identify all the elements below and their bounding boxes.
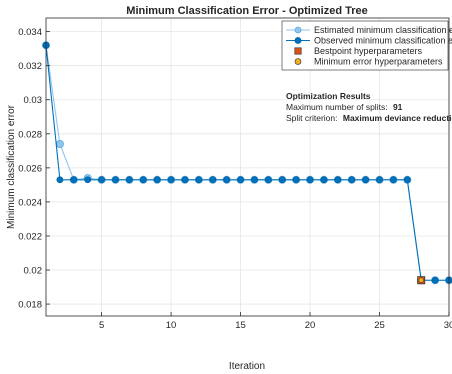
legend-bestpoint-label: Bestpoint hyperparameters bbox=[314, 46, 423, 56]
legend-estimated-swatch-marker bbox=[294, 26, 302, 34]
observed-error-point bbox=[376, 176, 383, 184]
legend-min-error-label: Minimum error hyperparameters bbox=[314, 57, 443, 67]
observed-error-point bbox=[139, 176, 147, 184]
observed-error-point bbox=[56, 176, 64, 184]
observed-error-point bbox=[431, 276, 439, 284]
legend-bestpoint-swatch bbox=[294, 47, 302, 55]
y-tick-label: 0.034 bbox=[18, 27, 42, 38]
y-tick-label: 0.018 bbox=[18, 300, 42, 311]
observed-error-point bbox=[237, 176, 244, 184]
x-tick-label: 20 bbox=[305, 320, 316, 331]
observed-error-point bbox=[84, 176, 92, 184]
legend-observed-label: Observed minimum classification error bbox=[314, 36, 452, 46]
annotation-splits-value: 91 bbox=[393, 102, 403, 112]
observed-error-point bbox=[153, 176, 161, 184]
y-tick-label: 0.026 bbox=[18, 163, 42, 174]
y-axis-label: Minimum classification error bbox=[6, 104, 17, 229]
legend-box bbox=[281, 20, 449, 71]
observed-error-point bbox=[209, 176, 217, 184]
observed-error-point bbox=[251, 176, 258, 184]
series-layer bbox=[42, 41, 452, 285]
x-tick-label: 25 bbox=[374, 320, 385, 331]
y-tick-label: 0.03 bbox=[24, 95, 43, 106]
observed-error-point bbox=[334, 176, 342, 184]
x-tick-label: 30 bbox=[444, 320, 452, 331]
observed-error-point bbox=[125, 176, 133, 184]
observed-error-point bbox=[195, 176, 203, 184]
y-tick-label: 0.024 bbox=[18, 197, 42, 208]
observed-error-point bbox=[320, 176, 328, 184]
observed-error-point bbox=[390, 176, 397, 184]
x-axis-label: Iteration bbox=[229, 361, 265, 372]
plot-frame bbox=[45, 17, 450, 317]
legend-observed-swatch-marker bbox=[294, 37, 302, 44]
observed-error-point bbox=[362, 176, 370, 184]
y-tick-label: 0.032 bbox=[18, 61, 42, 72]
observed-error-point bbox=[264, 176, 272, 184]
observed-error-point bbox=[278, 176, 286, 184]
annotation-criterion-label: Split criterion: bbox=[286, 113, 338, 123]
annotation-criterion-value: Maximum deviance reduction bbox=[343, 113, 452, 123]
annotation-splits: Maximum number of splits: 91 bbox=[286, 102, 403, 112]
observed-error-point bbox=[112, 176, 119, 184]
chart-title: Minimum Classification Error - Optimized… bbox=[126, 5, 367, 17]
estimated-error-point bbox=[55, 140, 64, 149]
annotation-title: Optimization Results bbox=[286, 91, 371, 101]
x-tick-label: 15 bbox=[235, 320, 246, 331]
legend: Estimated minimum classification errorOb… bbox=[281, 20, 452, 71]
observed-error-point bbox=[223, 176, 231, 184]
y-tick-label: 0.022 bbox=[18, 231, 42, 242]
optimization-results: Optimization Results Maximum number of s… bbox=[286, 91, 452, 123]
observed-error-point bbox=[348, 176, 356, 184]
annotation-criterion: Split criterion: Maximum deviance reduct… bbox=[286, 113, 452, 123]
ticks: 5 10 15 20 25 30 0.018 0.02 0.022 0.024 0.026 0.028… bbox=[18, 27, 452, 331]
y-tick-label: 0.028 bbox=[18, 129, 42, 140]
legend-estimated-label: Estimated minimum classification error bbox=[314, 25, 452, 35]
annotation-splits-label: Maximum number of splits: bbox=[286, 102, 388, 112]
observed-error-point bbox=[70, 176, 78, 184]
observed-error-point bbox=[98, 176, 105, 184]
observed-error-point bbox=[306, 176, 314, 184]
x-tick-label: 10 bbox=[166, 320, 177, 331]
legend-min-error-swatch bbox=[294, 58, 302, 65]
observed-error-point bbox=[167, 176, 175, 184]
x-tick-label: 5 bbox=[99, 320, 104, 331]
y-tick-label: 0.02 bbox=[24, 266, 43, 277]
observed-error-point bbox=[292, 176, 300, 184]
min-error-marker bbox=[418, 277, 424, 283]
observed-error-point bbox=[181, 176, 189, 184]
observed-error-point bbox=[403, 176, 411, 184]
